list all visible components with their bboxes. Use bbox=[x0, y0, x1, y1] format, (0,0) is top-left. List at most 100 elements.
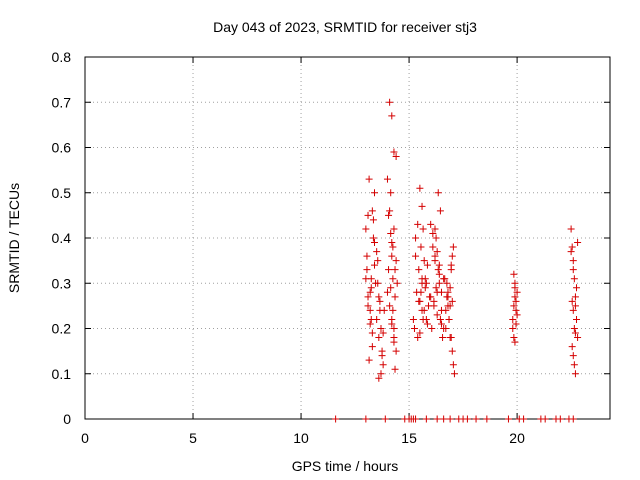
data-point bbox=[386, 98, 394, 106]
y-tick-label: 0.3 bbox=[52, 275, 72, 291]
data-point bbox=[442, 306, 450, 314]
data-point bbox=[437, 288, 445, 296]
data-point bbox=[568, 243, 576, 251]
data-point bbox=[443, 279, 451, 287]
data-point bbox=[390, 338, 398, 346]
data-point bbox=[512, 297, 520, 305]
chart-title: Day 043 of 2023, SRMTID for receiver stj… bbox=[213, 19, 477, 35]
y-tick-label: 0.5 bbox=[52, 185, 72, 201]
data-point bbox=[504, 415, 512, 423]
data-point bbox=[445, 315, 453, 323]
data-point bbox=[373, 248, 381, 256]
data-point bbox=[371, 261, 379, 269]
data-point bbox=[439, 334, 447, 342]
data-point bbox=[362, 415, 370, 423]
data-point bbox=[377, 370, 385, 378]
data-point bbox=[371, 189, 379, 197]
x-tick-label: 5 bbox=[189, 430, 197, 446]
data-point bbox=[510, 334, 518, 342]
data-point bbox=[386, 207, 394, 215]
data-point bbox=[376, 297, 384, 305]
data-point bbox=[392, 153, 400, 161]
data-point bbox=[448, 297, 456, 305]
data-point bbox=[569, 415, 577, 423]
data-point bbox=[393, 279, 401, 287]
data-point bbox=[375, 374, 383, 382]
data-point bbox=[391, 293, 399, 301]
data-point bbox=[567, 225, 575, 233]
data-point bbox=[569, 352, 577, 360]
data-point bbox=[435, 261, 443, 269]
data-point bbox=[574, 239, 582, 247]
data-point bbox=[390, 148, 398, 156]
data-point bbox=[367, 275, 375, 283]
data-point bbox=[391, 365, 399, 373]
data-point bbox=[556, 415, 564, 423]
data-point bbox=[392, 257, 400, 265]
data-point bbox=[432, 284, 440, 292]
data-point bbox=[568, 343, 576, 351]
data-point bbox=[385, 266, 393, 274]
data-point bbox=[387, 229, 395, 237]
data-point bbox=[419, 315, 427, 323]
data-point bbox=[388, 315, 396, 323]
y-tick-label: 0.7 bbox=[52, 94, 72, 110]
data-point bbox=[378, 352, 386, 360]
data-point bbox=[450, 370, 458, 378]
data-point bbox=[390, 225, 398, 233]
data-point bbox=[427, 293, 435, 301]
data-point bbox=[364, 302, 372, 310]
data-point bbox=[421, 284, 429, 292]
data-point bbox=[373, 315, 381, 323]
data-point bbox=[509, 325, 517, 332]
data-point bbox=[571, 293, 579, 301]
data-point bbox=[444, 293, 452, 301]
data-point bbox=[432, 234, 440, 242]
data-point bbox=[362, 225, 370, 233]
data-point bbox=[415, 297, 423, 305]
data-point bbox=[379, 329, 387, 337]
data-point bbox=[423, 320, 431, 328]
data-point bbox=[418, 202, 426, 210]
data-point bbox=[512, 306, 520, 314]
data-point bbox=[569, 257, 577, 265]
data-point bbox=[383, 288, 391, 296]
data-point bbox=[414, 220, 422, 228]
data-point bbox=[389, 306, 397, 314]
x-tick-label: 10 bbox=[293, 430, 309, 446]
data-point bbox=[571, 329, 579, 337]
data-point bbox=[364, 211, 372, 219]
data-point bbox=[446, 302, 454, 310]
data-points bbox=[332, 98, 582, 423]
data-point bbox=[412, 252, 420, 260]
data-point bbox=[511, 338, 519, 346]
data-point bbox=[430, 302, 438, 310]
data-point bbox=[569, 306, 577, 314]
data-point bbox=[364, 293, 372, 301]
data-point bbox=[446, 284, 454, 292]
data-point bbox=[447, 334, 455, 342]
data-point bbox=[427, 220, 435, 228]
data-point bbox=[447, 261, 455, 269]
data-point bbox=[433, 248, 441, 256]
data-point bbox=[377, 325, 385, 332]
data-point bbox=[441, 275, 449, 283]
data-point bbox=[388, 239, 396, 247]
plot-frame bbox=[84, 56, 611, 420]
data-point bbox=[568, 297, 576, 305]
data-point bbox=[417, 243, 425, 251]
data-point bbox=[436, 315, 444, 323]
data-point bbox=[366, 288, 374, 296]
data-point bbox=[417, 288, 425, 296]
data-point bbox=[440, 325, 448, 332]
data-point bbox=[387, 284, 395, 292]
data-point bbox=[449, 243, 457, 251]
data-point bbox=[409, 315, 417, 323]
data-point bbox=[433, 415, 441, 423]
data-point bbox=[420, 257, 428, 265]
data-point bbox=[416, 184, 424, 192]
data-point bbox=[386, 302, 394, 310]
data-point bbox=[375, 334, 383, 342]
data-point bbox=[367, 284, 375, 292]
data-point bbox=[429, 229, 437, 237]
